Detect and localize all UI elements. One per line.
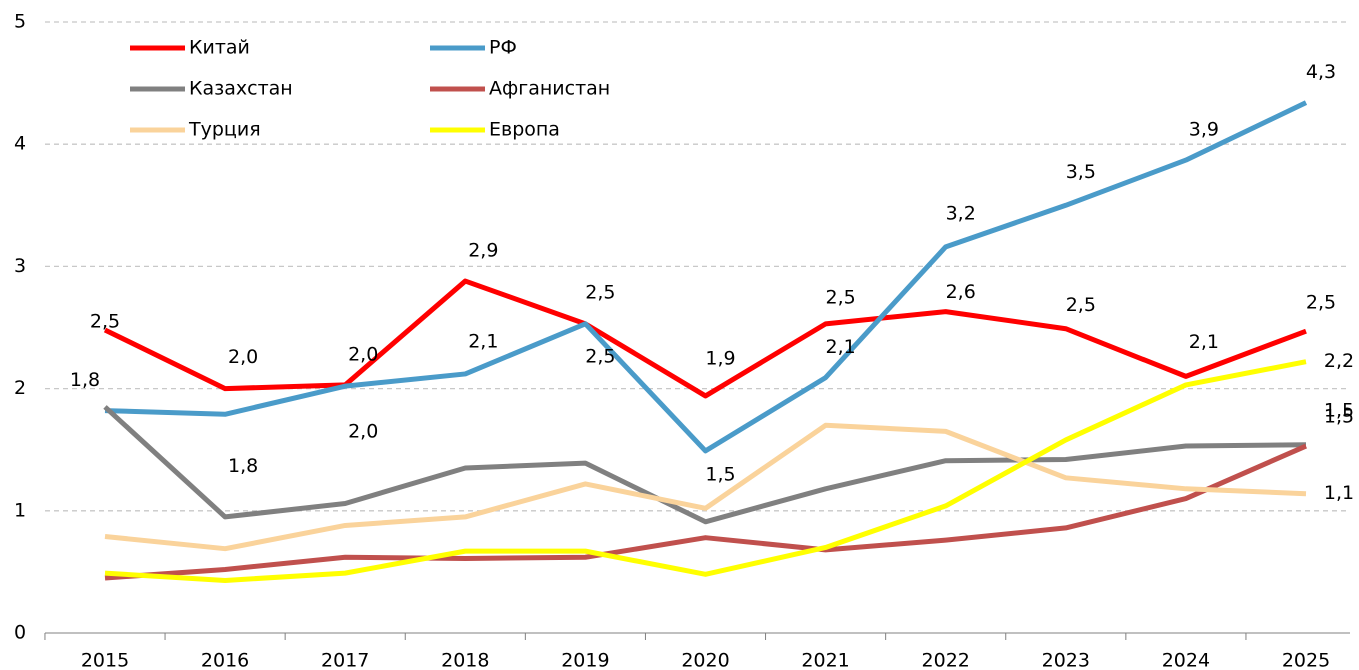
data-label: 2,5	[585, 345, 615, 367]
data-label: 1,8	[70, 369, 100, 391]
data-label: 2,0	[228, 346, 258, 368]
x-tick-label: 2016	[201, 650, 249, 670]
x-tick-label: 2025	[1282, 650, 1330, 670]
data-label: 1,8	[228, 455, 258, 477]
series-line	[104, 100, 1308, 454]
x-tick-label: 2020	[681, 650, 729, 670]
data-label: 1,1	[1324, 482, 1354, 504]
series-line	[104, 443, 1308, 581]
data-label: 2,5	[585, 281, 615, 303]
data-label: 2,9	[468, 240, 498, 262]
data-label: 2,1	[825, 336, 855, 358]
data-label: 1,5	[705, 463, 735, 485]
legend-label: Афганистан	[489, 78, 610, 100]
series-line	[104, 422, 1307, 552]
x-tick-label: 2022	[922, 650, 970, 670]
y-tick-label: 0	[14, 622, 26, 644]
data-label: 2,5	[90, 310, 120, 332]
data-label: 2,6	[946, 281, 976, 303]
data-label: 2,5	[1066, 294, 1096, 316]
data-label: 4,3	[1306, 61, 1336, 83]
y-tick-label: 1	[14, 499, 26, 521]
y-tick-label: 2	[14, 377, 26, 399]
legend-label: РФ	[489, 37, 517, 59]
x-tick-label: 2019	[561, 650, 609, 670]
series-line	[104, 359, 1307, 583]
x-tick-label: 2024	[1162, 650, 1210, 670]
x-tick-label: 2023	[1042, 650, 1090, 670]
data-label: 2,5	[825, 286, 855, 308]
data-label: 2,1	[1189, 331, 1219, 353]
data-label: 2,0	[348, 421, 378, 443]
legend-label: Европа	[489, 119, 560, 141]
x-tick-label: 2018	[441, 650, 489, 670]
data-label: 3,9	[1189, 119, 1219, 141]
x-tick-label: 2015	[81, 650, 129, 670]
data-label: 3,5	[1066, 161, 1096, 183]
data-label: 3,2	[946, 202, 976, 224]
y-tick-label: 3	[14, 255, 26, 277]
data-label: 2,2	[1324, 350, 1354, 372]
data-label: 2,5	[1306, 292, 1336, 314]
data-label: 1,5	[1324, 399, 1354, 421]
series-line	[103, 278, 1307, 399]
x-tick-label: 2021	[801, 650, 849, 670]
legend-label: Турция	[188, 119, 261, 141]
x-tick-label: 2017	[321, 650, 369, 670]
data-label: 1,9	[705, 347, 735, 369]
y-tick-label: 5	[14, 11, 26, 33]
data-label: 2,0	[348, 343, 378, 365]
series-line	[103, 405, 1307, 525]
legend-label: Казахстан	[189, 78, 293, 100]
data-label: 2,1	[468, 330, 498, 352]
data-label: 1,5	[1324, 406, 1354, 428]
y-tick-label: 4	[14, 133, 26, 155]
legend-label: Китай	[189, 37, 250, 59]
